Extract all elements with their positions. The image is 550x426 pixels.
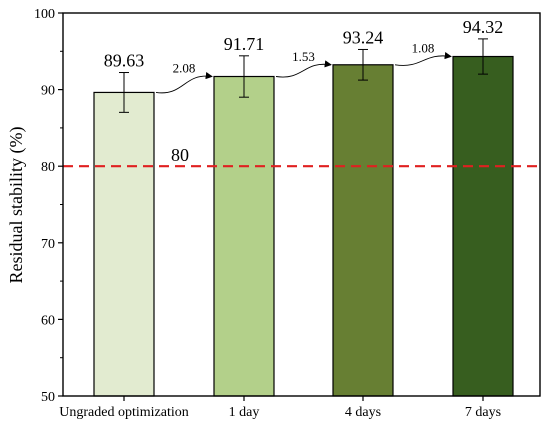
- increment-label-1: 2.08: [173, 61, 196, 76]
- bar-value-label-4: 94.32: [463, 17, 504, 37]
- increment-label-3: 1.08: [412, 41, 435, 56]
- bar-4: [452, 55, 514, 397]
- increment-label-2: 1.53: [292, 49, 315, 64]
- x-tick-label-4: 7 days: [465, 405, 501, 420]
- y-tick-label-90: 90: [41, 84, 55, 99]
- bar-3: [332, 64, 394, 397]
- x-tick-label-1: Ungraded optimization: [59, 405, 188, 420]
- bar-value-label-3: 93.24: [343, 27, 384, 47]
- increment-arrow-1: [155, 72, 213, 94]
- bar-value-label-2: 91.71: [224, 34, 265, 54]
- y-tick-label-50: 50: [41, 390, 55, 405]
- y-tick-label-100: 100: [34, 7, 55, 22]
- increment-arrow-2: [275, 60, 332, 78]
- x-tick-label-2: 1 day: [229, 405, 260, 420]
- bar-2: [213, 75, 275, 397]
- reference-line-label: 80: [171, 145, 189, 165]
- y-tick-label-60: 60: [41, 313, 55, 328]
- y-tick-label-70: 70: [41, 237, 55, 252]
- bar-value-label-1: 89.63: [104, 51, 145, 71]
- increment-arrow-3: [394, 52, 452, 66]
- bar-1: [93, 91, 155, 397]
- y-tick-label-80: 80: [41, 160, 55, 175]
- y-axis-label: Residual stability (%): [6, 127, 27, 284]
- x-tick-label-3: 4 days: [345, 405, 381, 420]
